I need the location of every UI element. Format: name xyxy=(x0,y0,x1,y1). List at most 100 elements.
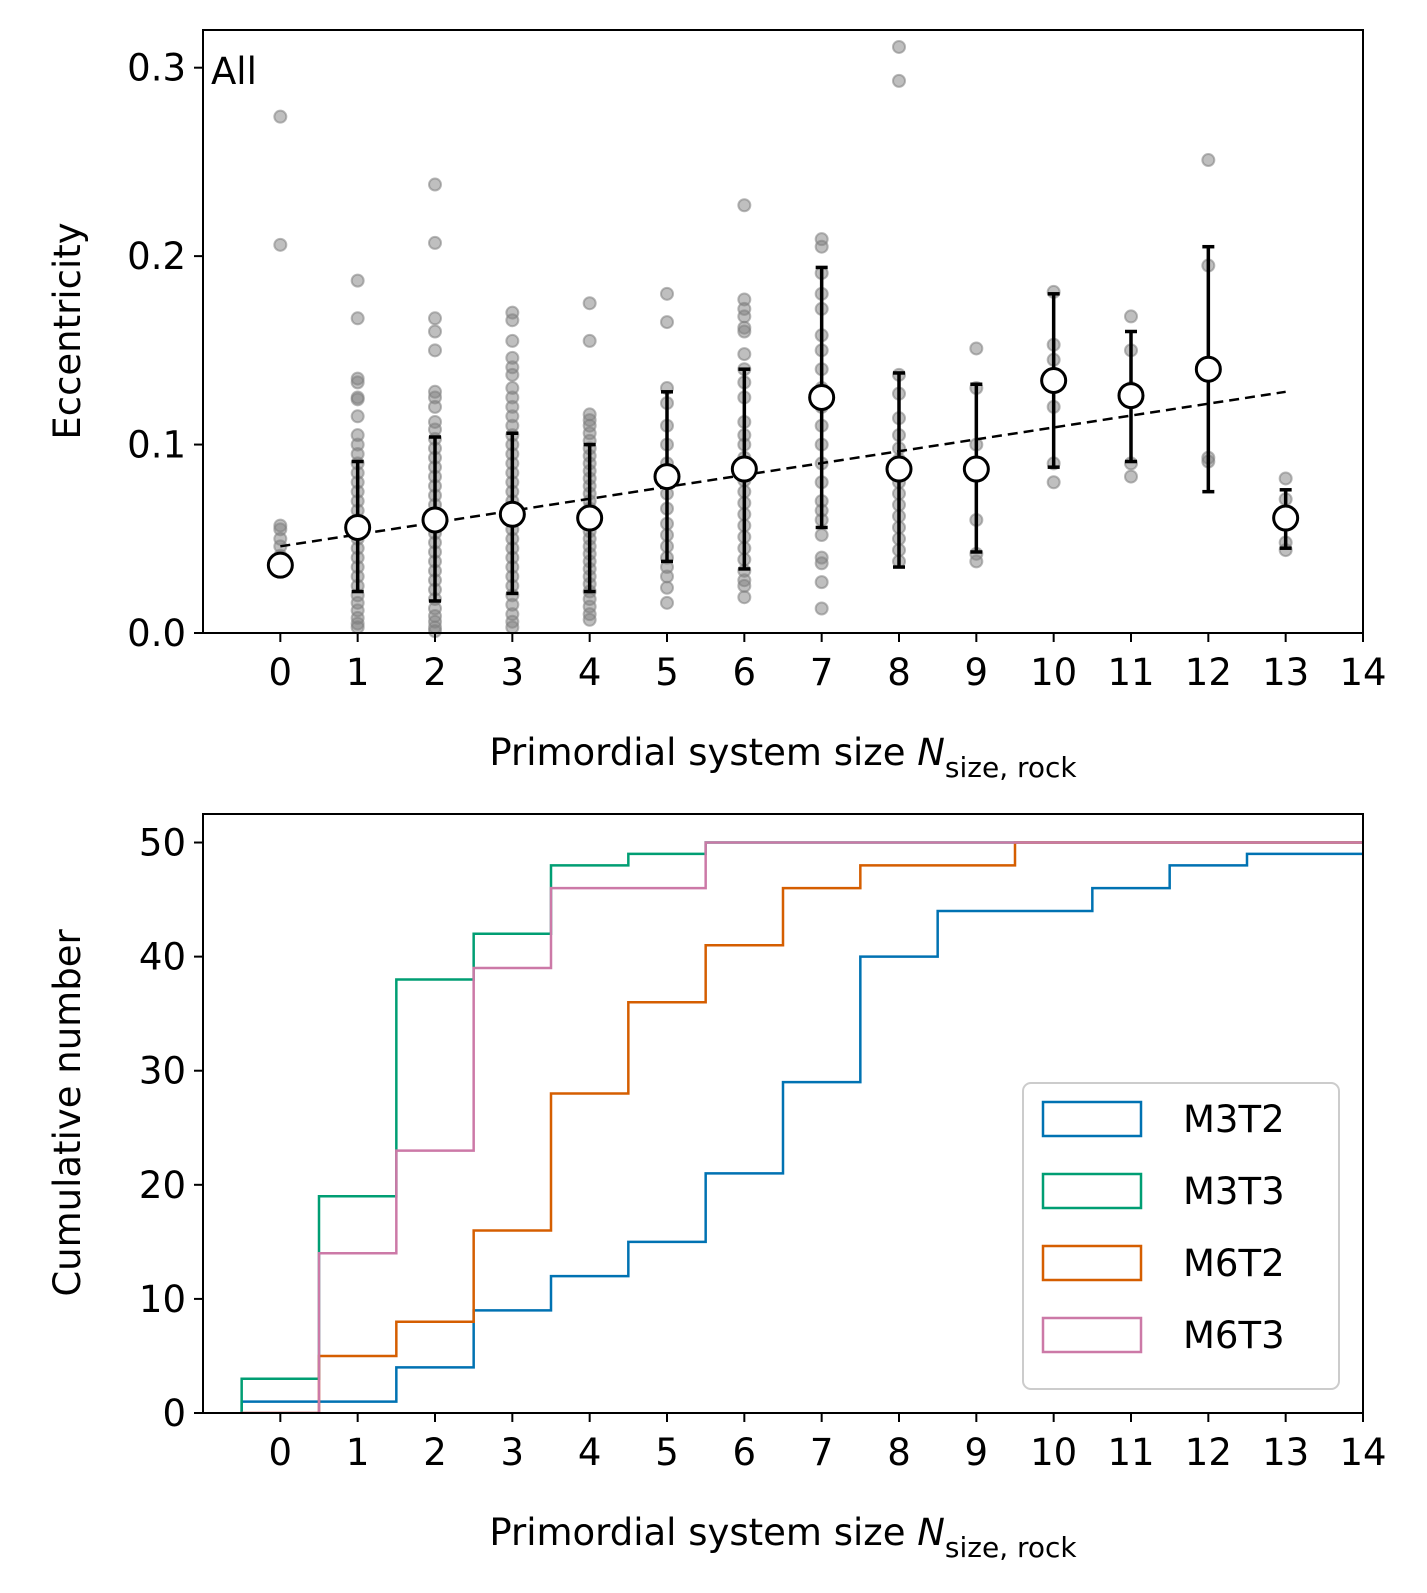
mean-marker xyxy=(344,513,372,541)
y-tick-label: 30 xyxy=(139,1050,186,1093)
x-tick-label: 11 xyxy=(1107,1431,1154,1474)
scatter-point xyxy=(273,109,288,124)
bottom-x-axis-label: Primordial system size Nsize, rock xyxy=(489,1511,1077,1564)
x-tick-label: 0 xyxy=(269,1431,293,1474)
x-tick-label: 7 xyxy=(810,1431,834,1474)
scatter-point xyxy=(428,343,442,358)
legend-swatch xyxy=(1041,1100,1143,1138)
scatter-point xyxy=(814,556,829,571)
x-tick-label: 14 xyxy=(1339,1431,1386,1474)
x-tick-label: 5 xyxy=(655,651,679,694)
scatter-point xyxy=(350,409,365,424)
scatter-point xyxy=(737,590,752,605)
y-tick-label: 0.1 xyxy=(127,424,186,467)
scatter-point xyxy=(814,239,829,254)
mean-marker xyxy=(730,455,758,483)
x-tick-label: 0 xyxy=(269,651,293,694)
x-tick-label: 9 xyxy=(965,651,989,694)
mean-marker xyxy=(266,551,294,579)
step-line-m3t2 xyxy=(240,852,1363,1413)
top-x-axis-label-subscript: size, rock xyxy=(945,751,1078,784)
top-y-axis-label: Eccentricity xyxy=(46,222,89,439)
x-tick-label: 13 xyxy=(1262,651,1309,694)
legend-label: M3T2 xyxy=(1183,1098,1285,1141)
scatter-point xyxy=(505,333,520,348)
bottom-x-ticks: 0 1 2 3 4 5 6 7 8 9 10 11 12 13 14 xyxy=(269,1413,1387,1474)
top-y-ticks: 0.0 0.1 0.2 0.3 xyxy=(127,47,203,655)
scatter-point xyxy=(814,528,829,543)
scatter-point xyxy=(1278,471,1293,486)
y-tick-label: 20 xyxy=(139,1164,186,1207)
x-tick-label: 6 xyxy=(733,651,757,694)
x-tick-label: 7 xyxy=(810,651,834,694)
x-tick-label: 10 xyxy=(1030,1431,1077,1474)
top-x-axis-label: Primordial system size Nsize, rock xyxy=(489,731,1077,784)
errorbars-group xyxy=(351,244,1292,603)
scatter-point xyxy=(582,612,597,627)
scatter-point xyxy=(505,313,520,328)
x-tick-label: 10 xyxy=(1030,651,1077,694)
x-tick-label: 6 xyxy=(733,1431,757,1474)
x-tick-label: 13 xyxy=(1262,1431,1309,1474)
scatter-points-group xyxy=(273,39,1293,639)
scatter-point xyxy=(273,237,288,252)
scatter-point xyxy=(737,198,752,213)
scatter-point xyxy=(660,315,674,330)
scatter-point xyxy=(660,286,674,301)
mean-markers-group xyxy=(266,355,1300,579)
scatter-point xyxy=(582,333,597,348)
scatter-point xyxy=(737,324,752,339)
x-tick-label: 4 xyxy=(578,651,602,694)
scatter-point xyxy=(660,580,674,595)
x-tick-label: 1 xyxy=(346,651,370,694)
top-x-axis-label-symbol: N xyxy=(917,731,945,774)
scatter-point xyxy=(582,296,597,311)
scatter-point xyxy=(428,324,442,339)
x-tick-label: 9 xyxy=(965,1431,989,1474)
step-series-group xyxy=(240,841,1363,1413)
legend-label: M6T3 xyxy=(1183,1314,1285,1357)
scatter-point xyxy=(350,273,365,288)
mean-marker xyxy=(1040,366,1068,394)
mean-marker xyxy=(885,455,913,483)
scatter-point xyxy=(660,569,674,584)
x-tick-label: 1 xyxy=(346,1431,370,1474)
y-tick-label: 0.3 xyxy=(127,47,186,90)
scatter-point xyxy=(505,620,520,635)
x-tick-label: 11 xyxy=(1107,651,1154,694)
mean-marker xyxy=(1272,504,1300,532)
bottom-x-axis-label-text: Primordial system size xyxy=(489,1511,917,1554)
y-tick-label: 50 xyxy=(139,822,186,865)
scatter-point xyxy=(1124,469,1138,484)
scatter-point xyxy=(350,375,365,390)
legend-swatch xyxy=(1041,1316,1143,1354)
eccentricity-panel: 0 1 2 3 4 5 6 7 8 9 10 11 12 13 14 0.00.10.20.3 All Ec… xyxy=(46,29,1387,784)
bottom-y-axis-label: Cumulative number xyxy=(46,929,89,1297)
bottom-x-axis-label-symbol: N xyxy=(917,1511,945,1554)
y-tick-label: 40 xyxy=(139,936,186,979)
scatter-point xyxy=(428,311,442,326)
step-line-m6t3 xyxy=(241,841,1363,1413)
top-plot-frame xyxy=(202,29,1364,634)
scatter-point xyxy=(428,177,442,192)
bottom-x-axis-label-subscript: size, rock xyxy=(945,1531,1078,1564)
x-tick-label: 12 xyxy=(1185,1431,1232,1474)
top-x-ticks: 0 1 2 3 4 5 6 7 8 9 10 11 12 13 14 xyxy=(269,633,1387,694)
legend-items: M3T2 M3T3 M6T2 M6T3 xyxy=(1041,1098,1285,1357)
mean-marker xyxy=(653,463,681,491)
legend-swatch xyxy=(1041,1172,1143,1210)
scatter-point xyxy=(428,399,442,414)
bottom-plot-frame xyxy=(202,813,1364,1414)
scatter-point xyxy=(350,311,365,326)
x-tick-label: 14 xyxy=(1339,651,1386,694)
mean-marker xyxy=(962,455,990,483)
legend-label: M3T3 xyxy=(1183,1170,1285,1213)
bottom-y-ticks: 0 10 20 30 40 50 xyxy=(139,822,203,1435)
scatter-point xyxy=(737,578,752,593)
legend-swatch xyxy=(1041,1244,1143,1282)
scatter-point xyxy=(350,620,365,635)
scatter-point xyxy=(505,367,520,382)
mean-marker xyxy=(576,504,604,532)
